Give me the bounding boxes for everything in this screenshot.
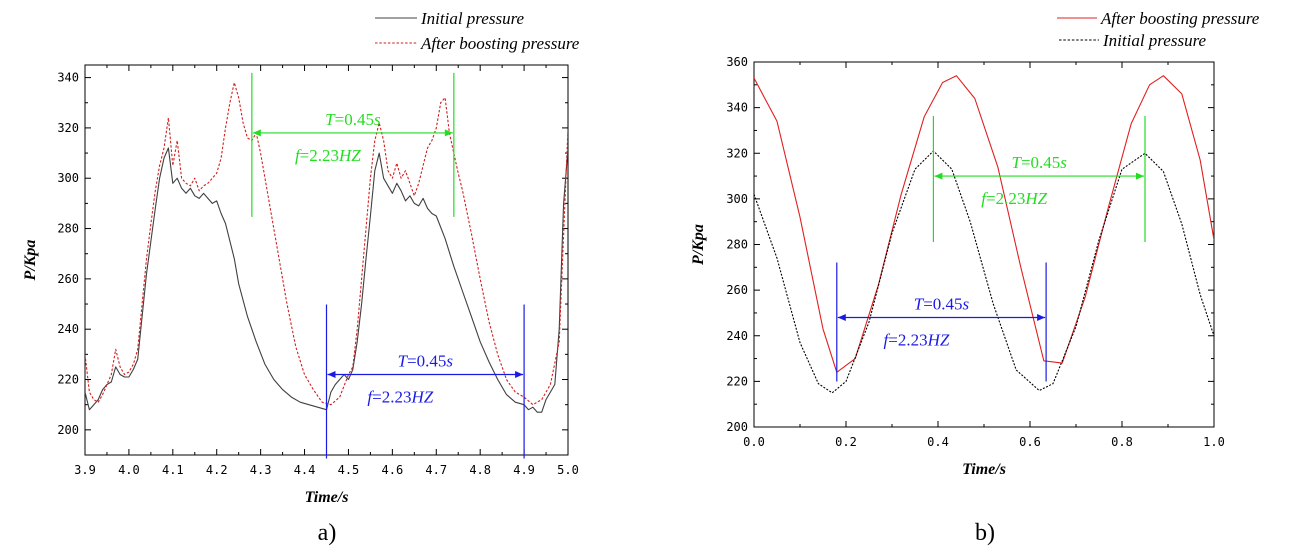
y-tick-label: 260: [57, 272, 79, 286]
series-line-1: [754, 150, 1214, 394]
panel-label: b): [975, 520, 995, 546]
x-tick-label: 0.2: [835, 435, 857, 449]
y-tick-label: 340: [57, 71, 79, 85]
y-tick-label: 260: [726, 283, 748, 297]
y-tick-label: 300: [57, 171, 79, 185]
legend-label-1: After boosting pressure: [420, 34, 580, 53]
panel-label: a): [318, 520, 337, 546]
legend: Initial pressure After boosting pressure: [375, 9, 580, 53]
y-tick-label: 320: [726, 146, 748, 160]
series-line-0: [754, 75, 1214, 373]
arrowhead-right: [1136, 172, 1144, 180]
x-tick-label: 4.1: [162, 463, 184, 477]
legend-label-0: Initial pressure: [420, 9, 525, 28]
x-tick-label: 4.9: [513, 463, 535, 477]
x-tick-label: 4.0: [118, 463, 140, 477]
y-tick-label: 220: [726, 374, 748, 388]
period-label: T=0.45s: [325, 110, 381, 129]
period-label: T=0.45s: [1011, 153, 1067, 172]
arrowhead-right: [444, 129, 453, 137]
chart-b: 0.0 0.2 0.4 0.6 0.8 1.0 200 220 240 260 280 300 320 3…: [690, 9, 1260, 546]
arrowhead-left: [934, 172, 943, 180]
y-tick-label: 340: [726, 101, 748, 115]
arrowhead-right: [515, 370, 524, 378]
x-tick-label: 4.4: [294, 463, 316, 477]
y-tick-label: 200: [726, 420, 748, 434]
x-tick-label: 5.0: [557, 463, 579, 477]
frequency-label: f=2.23HZ: [884, 331, 950, 350]
x-tick-label: 4.6: [382, 463, 404, 477]
arrowhead-left: [252, 129, 261, 137]
y-axis: 200 220 240 260 280 300 320 340: [57, 71, 568, 437]
x-axis: 3.9 4.0 4.1 4.2 4.3 4.4 4.5 4.6 4.7 4.8 4.9 5.0: [74, 65, 579, 477]
series-group: [754, 75, 1214, 394]
legend: After boosting pressure Initial pressure: [1057, 9, 1260, 50]
period-label: T=0.45s: [914, 295, 970, 314]
x-tick-label: 4.5: [338, 463, 360, 477]
x-axis-label: Time/s: [305, 489, 349, 506]
chart-a: 3.9 4.0 4.1 4.2 4.3 4.4 4.5 4.6 4.7 4.8 4.9 5.02002…: [22, 9, 580, 546]
y-tick-label: 280: [57, 222, 79, 236]
frequency-label: f=2.23HZ: [981, 189, 1047, 208]
period-annotation-1: T=0.45s f=2.23HZ: [325, 304, 525, 459]
x-tick-label: 0.4: [927, 435, 949, 449]
period-annotation-0: T=0.45s f=2.23HZ: [251, 72, 455, 217]
y-tick-label: 360: [726, 55, 748, 69]
y-tick-label: 200: [57, 423, 79, 437]
y-tick-label: 280: [726, 238, 748, 252]
period-label: T=0.45s: [398, 351, 454, 370]
y-axis-label: P/Kpa: [22, 240, 39, 282]
arrowhead-left: [837, 314, 846, 321]
arrowhead-right: [1037, 314, 1046, 321]
x-tick-label: 4.8: [469, 463, 491, 477]
y-tick-label: 300: [726, 192, 748, 206]
x-tick-label: 4.2: [206, 463, 228, 477]
legend-label-0: After boosting pressure: [1100, 9, 1260, 28]
y-axis-label: P/Kpa: [690, 224, 707, 266]
y-tick-label: 240: [57, 322, 79, 336]
frequency-label: f=2.23HZ: [295, 146, 361, 165]
x-axis: 0.0 0.2 0.4 0.6 0.8 1.0: [743, 62, 1225, 449]
y-tick-label: 240: [726, 329, 748, 343]
frequency-label: f=2.23HZ: [367, 387, 433, 406]
x-tick-label: 4.3: [250, 463, 272, 477]
period-annotation-1: T=0.45s f=2.23HZ: [836, 262, 1047, 382]
x-tick-label: 0.6: [1019, 435, 1041, 449]
x-axis-label: Time/s: [962, 461, 1006, 478]
period-annotation-0: T=0.45s f=2.23HZ: [932, 116, 1146, 243]
y-tick-label: 220: [57, 373, 79, 387]
x-tick-label: 3.9: [74, 463, 96, 477]
legend-label-1: Initial pressure: [1102, 31, 1207, 50]
x-tick-label: 4.7: [425, 463, 447, 477]
x-tick-label: 0.8: [1111, 435, 1133, 449]
y-tick-label: 320: [57, 121, 79, 135]
arrowhead-left: [327, 370, 336, 378]
x-tick-label: 1.0: [1203, 435, 1225, 449]
x-tick-label: 0.0: [743, 435, 765, 449]
y-axis: 200 220 240 260 280 300 320 340 360: [726, 55, 1214, 434]
